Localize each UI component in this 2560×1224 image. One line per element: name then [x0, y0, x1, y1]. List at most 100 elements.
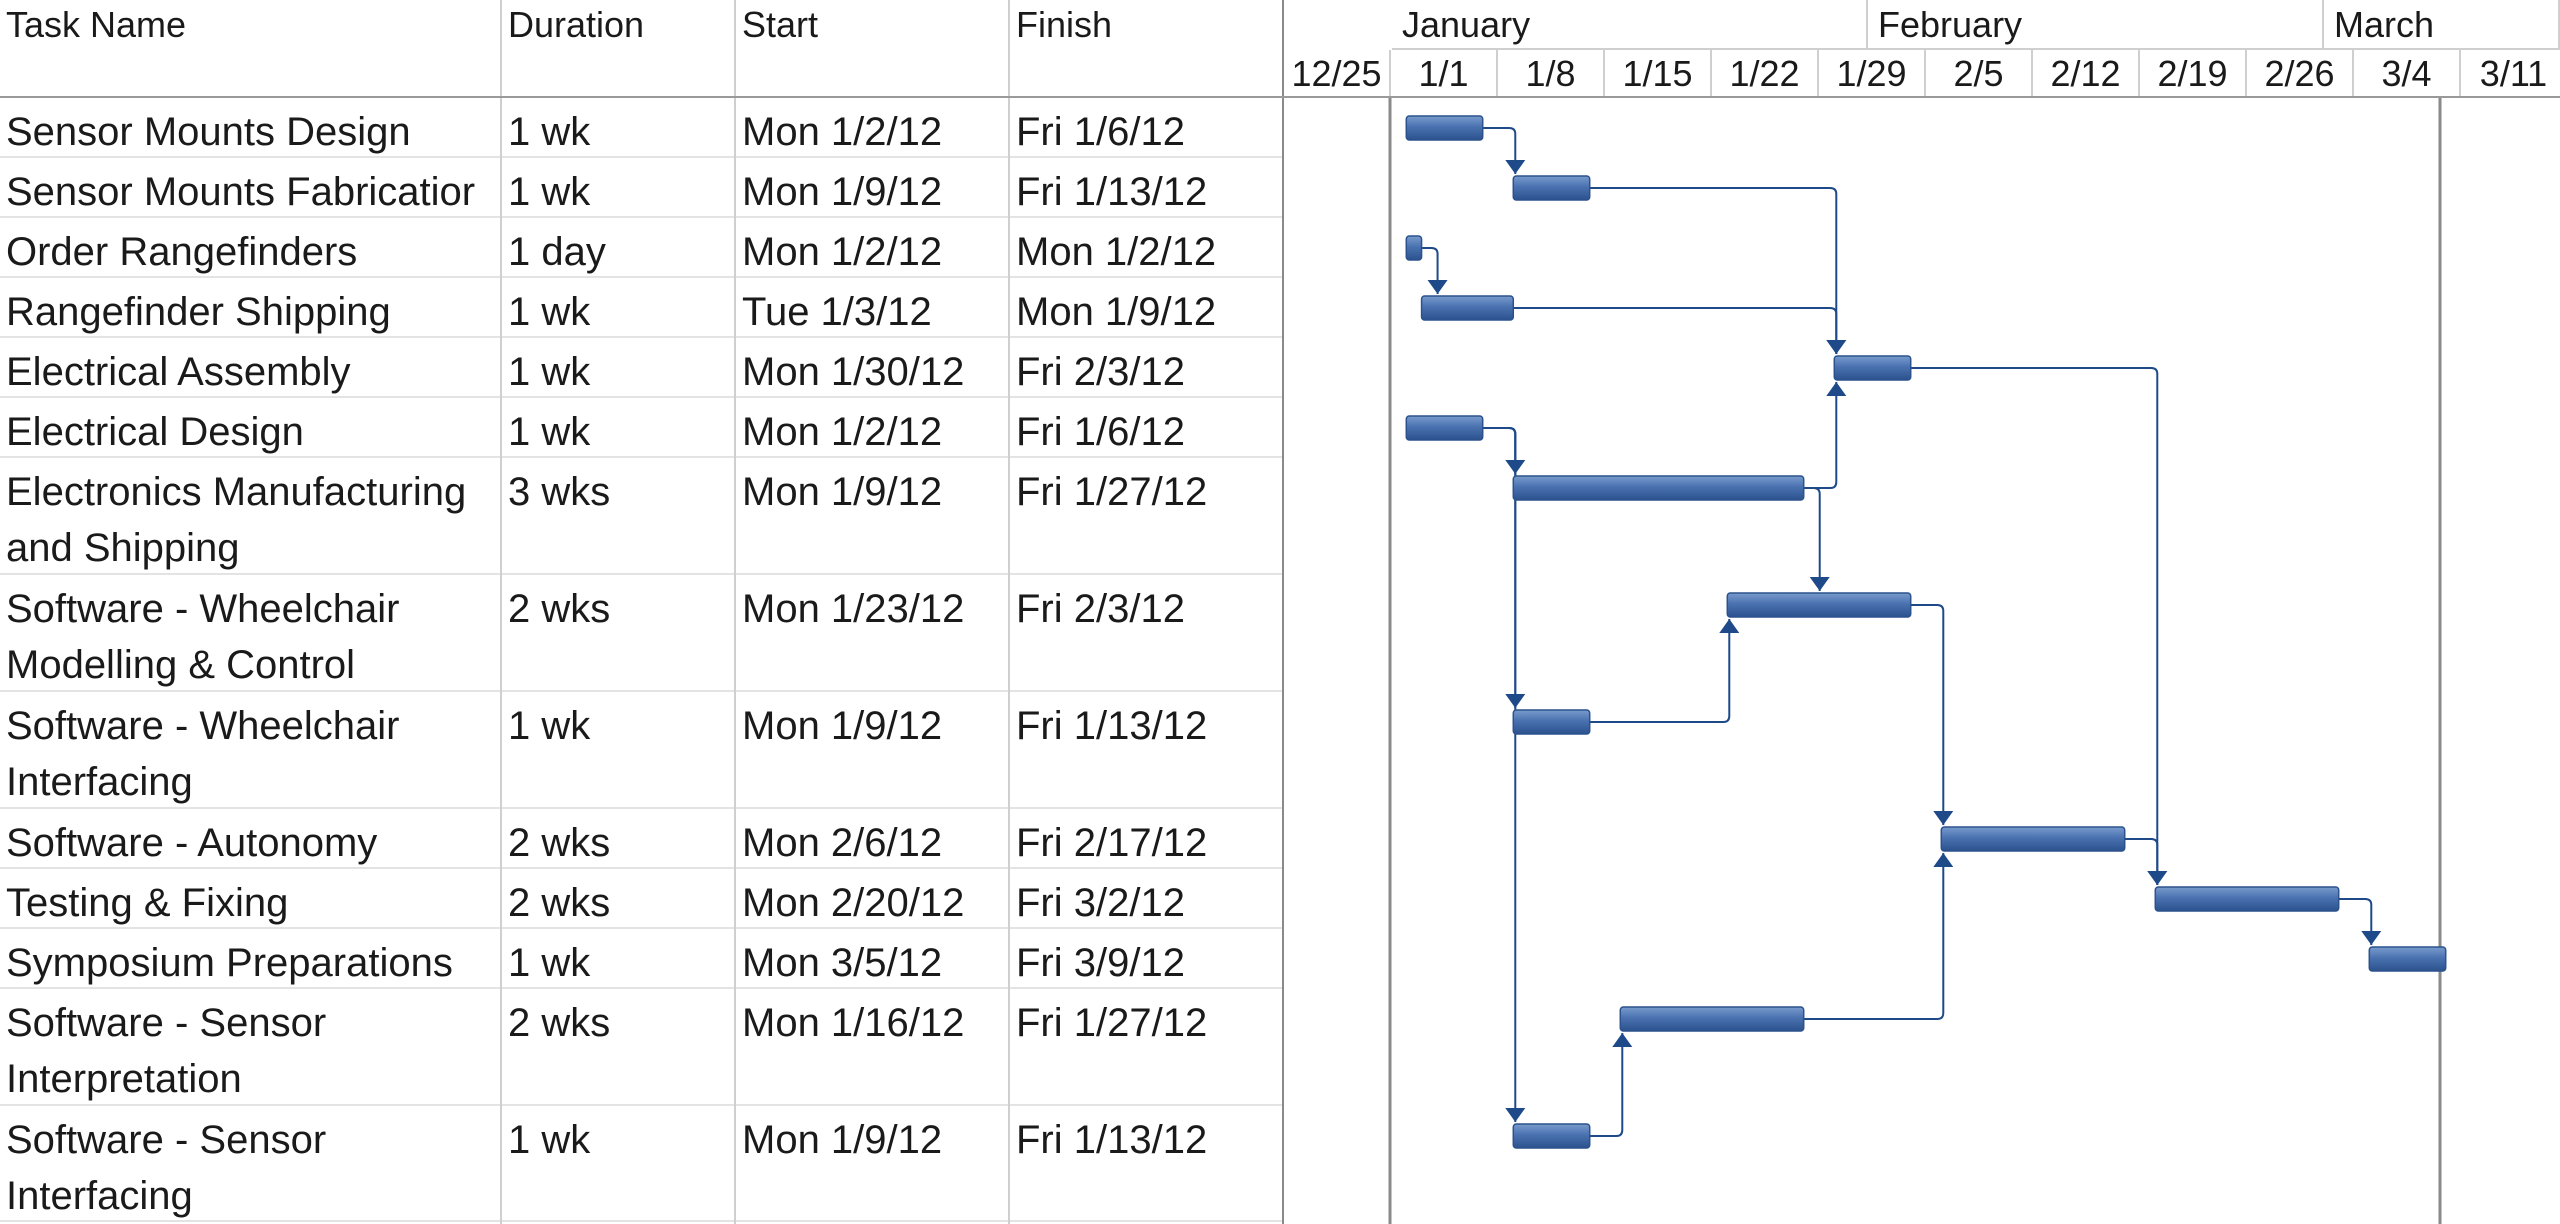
dependency-arrowhead	[1427, 280, 1448, 294]
task-name-cell[interactable]: Sensor Mounts Design	[6, 110, 411, 154]
column-header-finish[interactable]: Finish	[1016, 4, 1113, 45]
task-bar[interactable]	[1833, 355, 1912, 381]
task-bar[interactable]	[1726, 592, 1912, 618]
start-cell[interactable]: Mon 1/23/12	[742, 587, 965, 631]
table-row[interactable]: Software - Sensor Interpretation 2 wks Mon…	[0, 989, 1282, 1106]
task-bar[interactable]	[1512, 709, 1591, 735]
duration-cell[interactable]: 2 wks	[508, 821, 611, 865]
finish-cell[interactable]: Fri 3/2/12	[1016, 881, 1185, 925]
finish-cell[interactable]: Fri 1/13/12	[1016, 704, 1208, 748]
table-row[interactable]: Software - Sensor Interfacing 1 wk Mon 1/9…	[0, 1106, 1282, 1222]
duration-cell[interactable]: 1 wk	[508, 350, 591, 394]
task-bar[interactable]	[2154, 886, 2340, 912]
task-bar[interactable]	[1940, 826, 2126, 852]
task-bar[interactable]	[1420, 295, 1515, 321]
task-name-cell[interactable]: Sensor Mounts Fabricatior	[6, 170, 476, 214]
finish-cell[interactable]: Fri 1/6/12	[1016, 410, 1185, 454]
start-cell[interactable]: Mon 1/9/12	[742, 704, 943, 748]
task-name-cell[interactable]: Software - Sensor Interpretation	[6, 1001, 327, 1101]
start-cell[interactable]: Mon 1/2/12	[742, 230, 943, 274]
table-row[interactable]: Order Rangefinders 1 day Mon 1/2/12 Mon 1/2…	[0, 218, 1282, 278]
duration-cell[interactable]: 2 wks	[508, 881, 611, 925]
table-chart-divider[interactable]	[1282, 0, 1284, 1224]
start-cell[interactable]: Mon 1/16/12	[742, 1001, 965, 1045]
duration-cell[interactable]: 1 wk	[508, 290, 591, 334]
task-name-cell[interactable]: Symposium Preparations	[6, 941, 453, 985]
start-cell[interactable]: Mon 1/9/12	[742, 470, 943, 514]
finish-cell[interactable]: Fri 3/9/12	[1016, 941, 1185, 985]
task-bar[interactable]	[1512, 475, 1805, 501]
task-name-cell[interactable]: Electrical Design	[6, 410, 304, 454]
duration-cell[interactable]: 2 wks	[508, 587, 611, 631]
start-cell[interactable]: Mon 3/5/12	[742, 941, 943, 985]
start-cell[interactable]: Mon 1/9/12	[742, 1118, 943, 1162]
task-bar[interactable]	[1512, 175, 1591, 201]
start-cell[interactable]: Mon 2/6/12	[742, 821, 943, 865]
start-cell[interactable]: Mon 1/30/12	[742, 350, 965, 394]
table-row[interactable]: Sensor Mounts Design 1 wk Mon 1/2/12 Fri 1/…	[0, 98, 1282, 158]
task-bar[interactable]	[1405, 235, 1423, 261]
table-row[interactable]: Electronics Manufacturing and Shipping 3 …	[0, 458, 1282, 575]
table-row[interactable]: Rangefinder Shipping 1 wk Tue 1/3/12 Mon 1/…	[0, 278, 1282, 338]
table-row[interactable]: Electrical Assembly 1 wk Mon 1/30/12 Fri 2/…	[0, 338, 1282, 398]
table-row[interactable]: Sensor Mounts Fabricatior 1 wk Mon 1/9/12 F…	[0, 158, 1282, 218]
finish-cell[interactable]: Fri 1/27/12	[1016, 1001, 1208, 1045]
task-name-cell[interactable]: Testing & Fixing	[6, 881, 289, 925]
task-bar[interactable]	[1512, 1123, 1591, 1149]
task-bar[interactable]	[1619, 1006, 1805, 1032]
task-bar[interactable]	[1405, 115, 1484, 141]
table-row[interactable]: Software - Wheelchair Interfacing 1 wk Mon…	[0, 692, 1282, 809]
column-header-start[interactable]: Start	[742, 4, 819, 45]
timescale-month: March	[2324, 0, 2560, 50]
column-header-duration[interactable]: Duration	[508, 4, 645, 45]
task-bar[interactable]	[2368, 946, 2447, 972]
dependency-link	[1482, 127, 1517, 174]
table-row[interactable]: Testing & Fixing 2 wks Mon 2/20/12 Fri 3/2/…	[0, 869, 1282, 929]
finish-cell[interactable]: Fri 1/13/12	[1016, 170, 1208, 214]
task-name-cell[interactable]: Order Rangefinders	[6, 230, 358, 274]
start-cell[interactable]: Tue 1/3/12	[742, 290, 932, 334]
task-name-cell[interactable]: Rangefinder Shipping	[6, 290, 391, 334]
table-row[interactable]: Electrical Design 1 wk Mon 1/2/12 Fri 1/6/1…	[0, 398, 1282, 458]
timescale-week: 1/1	[1391, 50, 1498, 97]
column-divider	[734, 0, 736, 1224]
dependency-arrowhead	[1826, 382, 1847, 396]
task-name-cell[interactable]: Electrical Assembly	[6, 350, 351, 394]
timescale-week: 1/22	[1712, 50, 1819, 97]
task-name-cell[interactable]: Software - Wheelchair Modelling & Contro…	[6, 587, 400, 687]
task-name-cell[interactable]: Software - Sensor Interfacing	[6, 1118, 327, 1218]
column-header-task-name[interactable]: Task Name	[6, 4, 187, 45]
finish-cell[interactable]: Fri 2/17/12	[1016, 821, 1208, 865]
finish-cell[interactable]: Fri 1/13/12	[1016, 1118, 1208, 1162]
finish-cell[interactable]: Mon 1/2/12	[1016, 230, 1217, 274]
task-name-cell[interactable]: Software - Wheelchair Interfacing	[6, 704, 400, 804]
duration-cell[interactable]: 1 day	[508, 230, 606, 274]
finish-cell[interactable]: Mon 1/9/12	[1016, 290, 1217, 334]
duration-cell[interactable]: 1 wk	[508, 110, 591, 154]
task-bar[interactable]	[1405, 415, 1484, 441]
task-name-cell[interactable]: Software - Autonomy	[6, 821, 378, 865]
duration-cell[interactable]: 1 wk	[508, 704, 591, 748]
table-row[interactable]: Symposium Preparations 1 wk Mon 3/5/12 Fri …	[0, 929, 1282, 989]
finish-cell[interactable]: Fri 2/3/12	[1016, 587, 1185, 631]
duration-cell[interactable]: 3 wks	[508, 470, 611, 514]
duration-cell[interactable]: 1 wk	[508, 410, 591, 454]
dependency-link	[1803, 382, 1838, 489]
duration-cell[interactable]: 1 wk	[508, 170, 591, 214]
table-row[interactable]: Software - Wheelchair Modelling & Contro…	[0, 575, 1282, 692]
start-cell[interactable]: Mon 2/20/12	[742, 881, 965, 925]
finish-cell[interactable]: Fri 2/3/12	[1016, 350, 1185, 394]
table-row[interactable]: Software - Autonomy 2 wks Mon 2/6/12 Fri 2/…	[0, 809, 1282, 869]
dependency-arrowhead	[1933, 811, 1954, 825]
duration-cell[interactable]: 1 wk	[508, 1118, 591, 1162]
duration-cell[interactable]: 1 wk	[508, 941, 591, 985]
finish-cell[interactable]: Fri 1/6/12	[1016, 110, 1185, 154]
task-name-cell[interactable]: Electronics Manufacturing and Shipping	[6, 470, 467, 570]
start-cell[interactable]: Mon 1/2/12	[742, 410, 943, 454]
start-cell[interactable]: Mon 1/2/12	[742, 110, 943, 154]
start-cell[interactable]: Mon 1/9/12	[742, 170, 943, 214]
dependency-link	[1482, 427, 1517, 708]
finish-cell[interactable]: Fri 1/27/12	[1016, 470, 1208, 514]
duration-cell[interactable]: 2 wks	[508, 1001, 611, 1045]
